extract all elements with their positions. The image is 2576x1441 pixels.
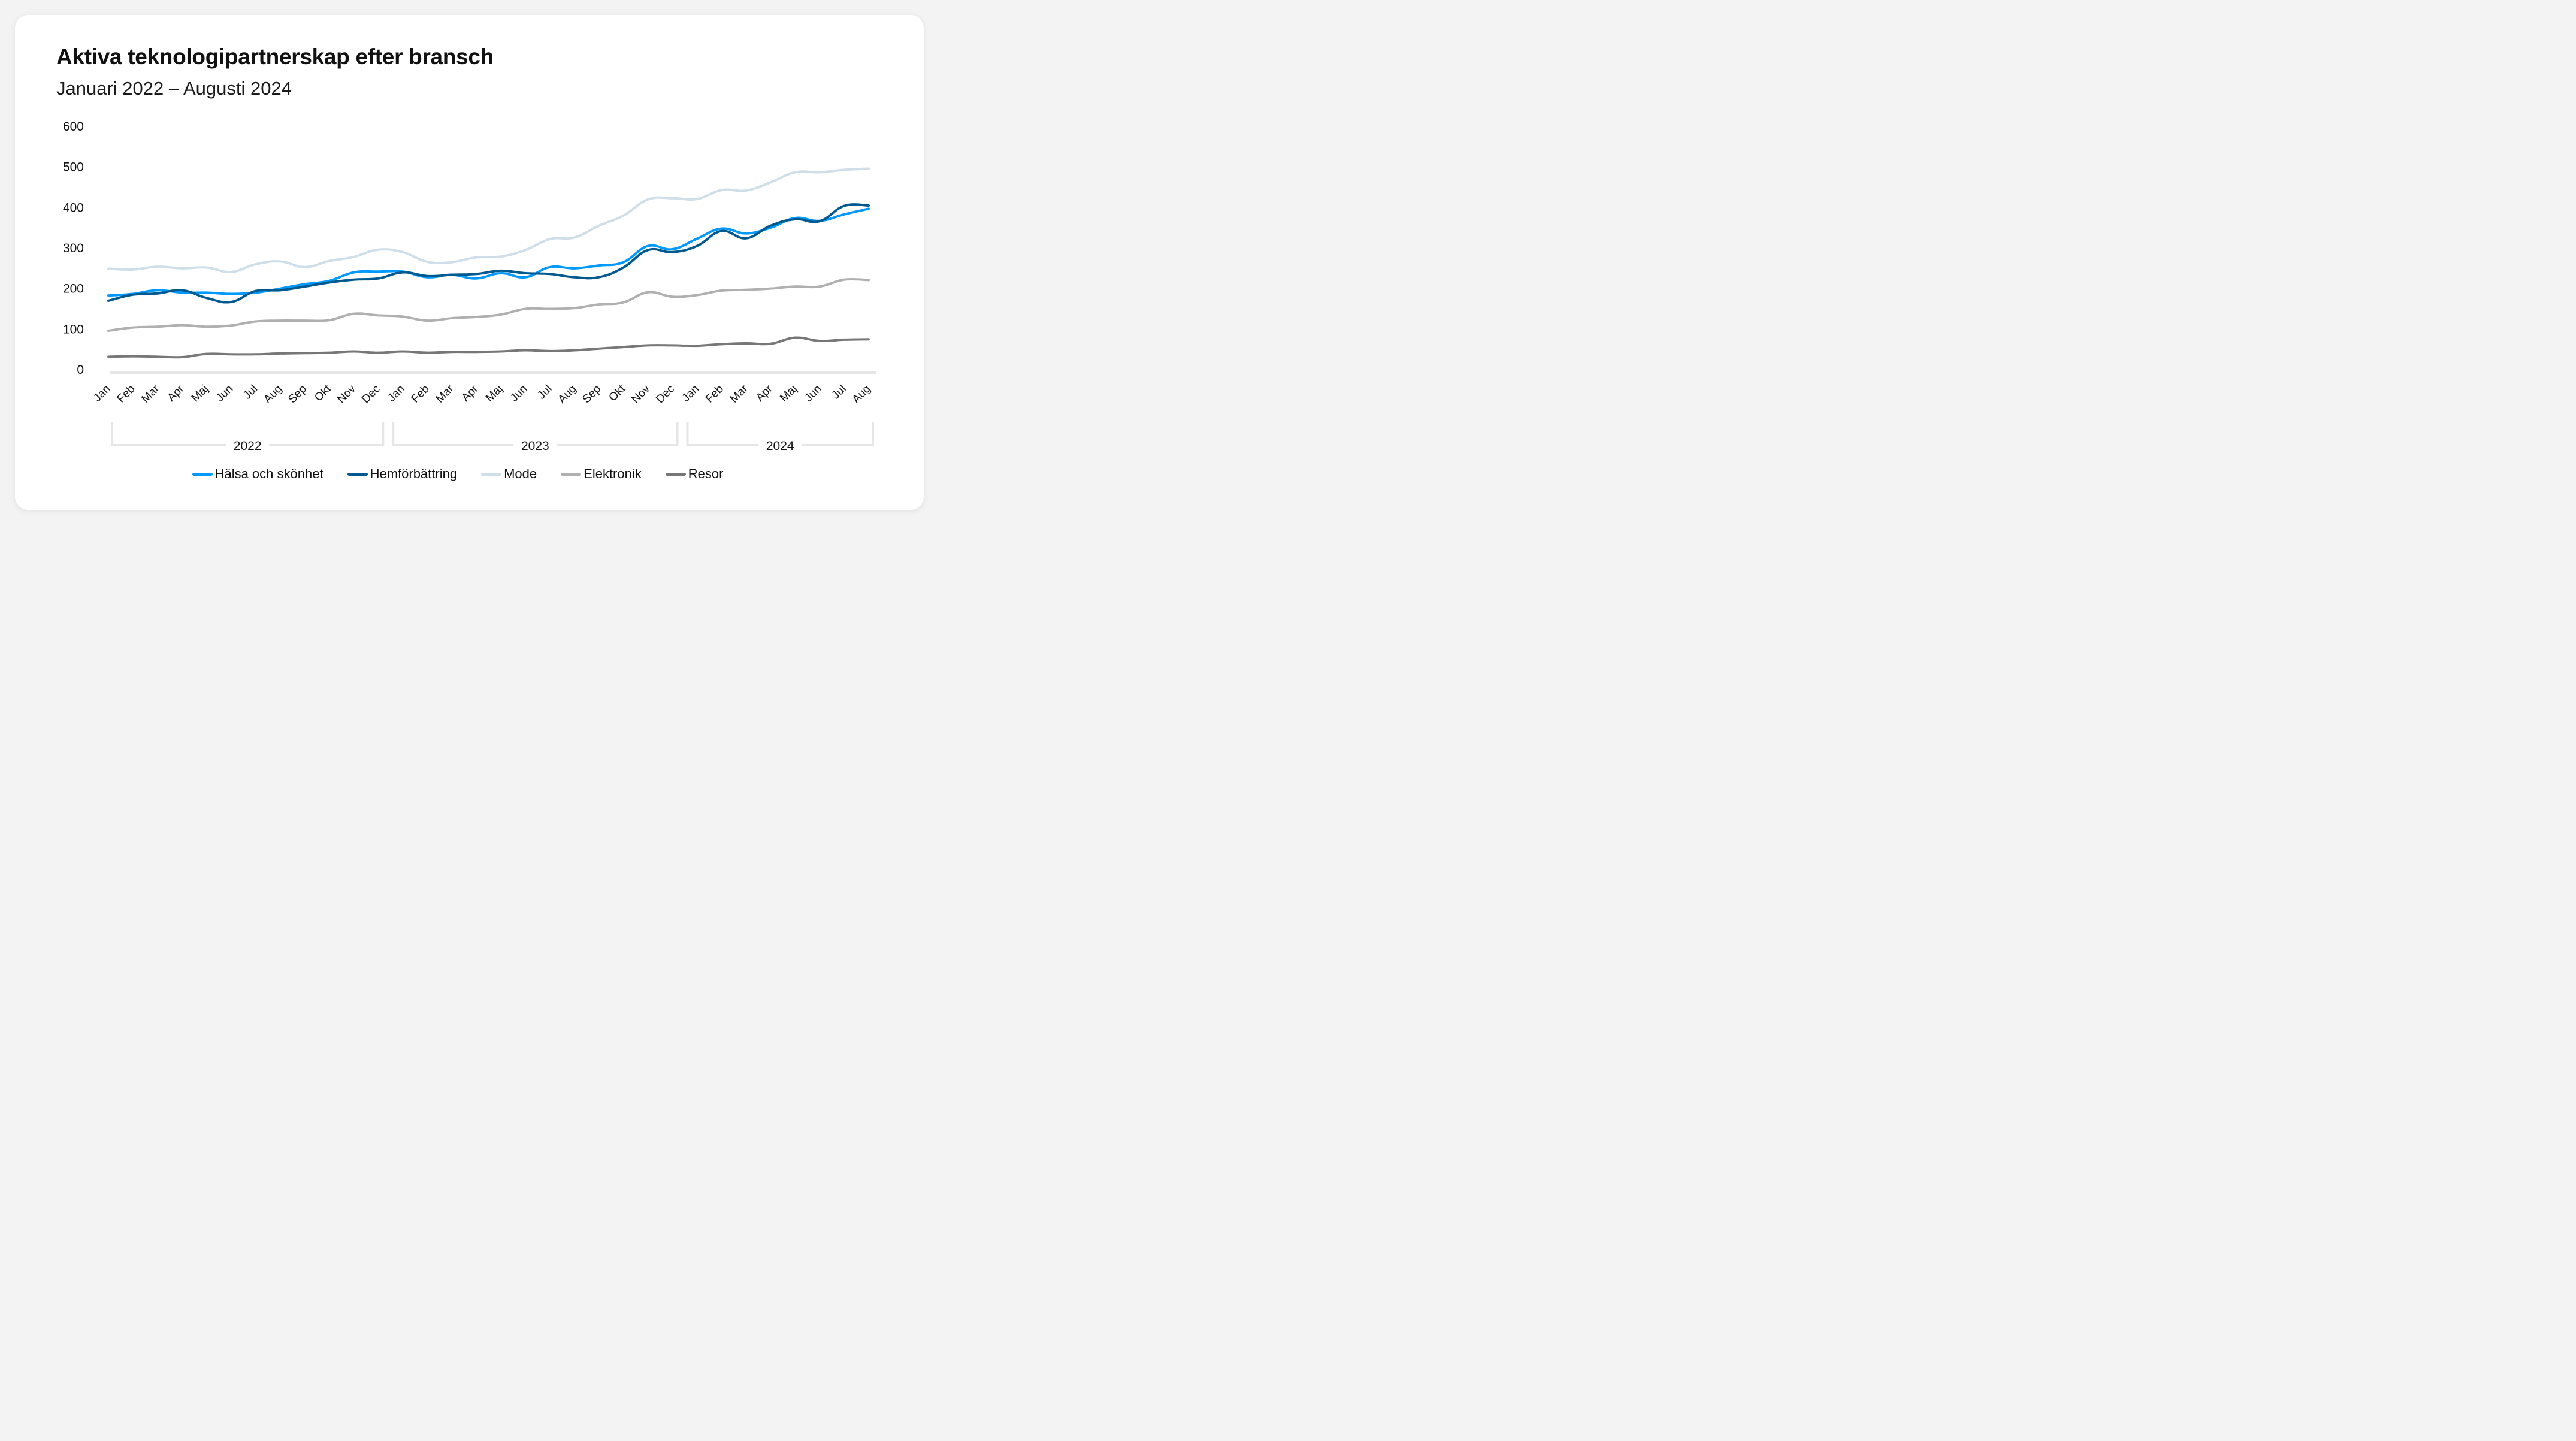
x-tick-label: Jan bbox=[679, 383, 702, 405]
legend-label: Mode bbox=[504, 466, 537, 481]
year-bracket-right bbox=[269, 422, 385, 446]
y-tick-label: 100 bbox=[63, 322, 84, 336]
x-tick-label: Apr bbox=[754, 382, 775, 404]
chart-card bbox=[15, 15, 924, 510]
legend-item[interactable]: Hemförbättring bbox=[347, 466, 458, 482]
legend: Hälsa och skönhet Hemförbättring Mode Elekt… bbox=[0, 466, 939, 482]
y-tick-label: 600 bbox=[63, 120, 84, 134]
chart-title: Aktiva teknologipartnerskap efter bransc… bbox=[56, 44, 494, 69]
x-tick-label: Maj bbox=[189, 383, 211, 405]
x-tick-label: Sep bbox=[580, 383, 603, 406]
y-tick-label: 300 bbox=[63, 241, 84, 255]
x-tick-label: Jan bbox=[91, 383, 113, 405]
x-tick-label: Apr bbox=[165, 382, 187, 404]
x-tick-label: Jun bbox=[802, 383, 824, 405]
x-tick-label: Jun bbox=[214, 383, 236, 405]
year-label: 2022 bbox=[234, 439, 262, 453]
year-bracket-left bbox=[686, 422, 759, 446]
x-tick-label: Sep bbox=[286, 383, 309, 406]
legend-swatch bbox=[561, 472, 582, 476]
x-tick-label: Feb bbox=[114, 383, 137, 406]
legend-item[interactable]: Elektronik bbox=[561, 466, 642, 482]
legend-label: Elektronik bbox=[583, 466, 642, 481]
x-tick-label: Feb bbox=[703, 383, 726, 406]
x-tick-label: Dec bbox=[654, 383, 677, 406]
x-tick-label: Maj bbox=[483, 383, 506, 405]
x-tick-label: Dec bbox=[359, 383, 383, 406]
series-line-resor bbox=[107, 336, 870, 359]
x-tick-label: Jul bbox=[535, 383, 554, 402]
year-bracket-left bbox=[111, 422, 226, 446]
chart-subtitle: Januari 2022 – Augusti 2024 bbox=[56, 78, 292, 99]
x-axis: Jan Feb Mar Apr Maj Jun Jul Aug Sep Okt Nov Dec Jan F… bbox=[91, 382, 873, 406]
x-tick-label: Nov bbox=[629, 382, 652, 406]
series-line-mode bbox=[107, 167, 870, 273]
y-tick-label: 400 bbox=[63, 201, 84, 215]
legend-swatch bbox=[347, 472, 368, 476]
legend-item[interactable]: Resor bbox=[665, 466, 724, 482]
y-tick-label: 500 bbox=[63, 161, 84, 174]
x-tick-label: Aug bbox=[556, 383, 579, 406]
y-tick-label: 0 bbox=[77, 363, 84, 377]
series-line-hemf-rb-ttring bbox=[107, 203, 870, 304]
x-tick-label: Jul bbox=[241, 383, 260, 402]
year-bracket-left bbox=[392, 422, 514, 446]
x-tick-label: Jul bbox=[830, 383, 849, 402]
year-bracket-right bbox=[557, 422, 679, 446]
x-tick-label: Apr bbox=[459, 382, 481, 404]
legend-swatch bbox=[481, 472, 502, 476]
y-axis: 0 100 200 300 400 500 600 bbox=[63, 120, 876, 377]
series-line-h-lsa-och-sk-nhet bbox=[107, 207, 870, 297]
x-tick-label: Mar bbox=[728, 382, 751, 405]
legend-item[interactable]: Hälsa och skönhet bbox=[192, 466, 323, 482]
legend-swatch bbox=[665, 472, 686, 476]
x-tick-label: Okt bbox=[606, 382, 628, 404]
x-tick-label: Jan bbox=[385, 383, 407, 405]
x-tick-label: Mar bbox=[434, 382, 456, 405]
y-tick-label: 200 bbox=[63, 282, 84, 296]
x-tick-label: Jun bbox=[508, 383, 530, 405]
year-groups: 2022 2023 2024 bbox=[111, 422, 874, 453]
x-tick-label: Aug bbox=[850, 383, 873, 406]
series-line-elektronik bbox=[107, 277, 870, 333]
legend-label: Hälsa och skönhet bbox=[214, 466, 323, 481]
year-label: 2023 bbox=[521, 439, 549, 453]
x-tick-label: Feb bbox=[409, 383, 432, 406]
series-lines bbox=[107, 167, 870, 359]
year-label: 2024 bbox=[766, 439, 794, 453]
x-tick-label: Maj bbox=[778, 383, 800, 405]
x-tick-label: Mar bbox=[139, 382, 162, 405]
year-bracket-right bbox=[802, 422, 874, 446]
legend-swatch bbox=[192, 472, 213, 476]
x-tick-label: Okt bbox=[312, 382, 334, 404]
legend-item[interactable]: Mode bbox=[481, 466, 537, 482]
x-tick-label: Aug bbox=[261, 383, 285, 406]
legend-label: Hemförbättring bbox=[370, 466, 458, 481]
x-tick-label: Nov bbox=[335, 382, 358, 406]
legend-label: Resor bbox=[688, 466, 724, 481]
